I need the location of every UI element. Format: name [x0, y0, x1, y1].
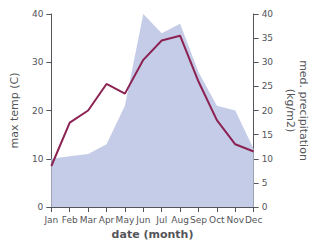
svg-text:Sep: Sep	[190, 215, 207, 225]
svg-text:25: 25	[262, 81, 273, 91]
svg-text:Dec: Dec	[245, 215, 262, 225]
svg-text:10: 10	[32, 154, 44, 164]
svg-text:30: 30	[32, 57, 44, 67]
svg-text:med. precipitation: med. precipitation	[297, 60, 310, 161]
svg-text:15: 15	[262, 130, 273, 140]
svg-text:Feb: Feb	[62, 215, 78, 225]
svg-text:max temp (C): max temp (C)	[8, 72, 21, 148]
svg-text:Jul: Jul	[155, 215, 167, 225]
svg-text:Jan: Jan	[43, 215, 58, 225]
svg-text:5: 5	[262, 178, 268, 188]
svg-text:Aug: Aug	[171, 215, 189, 225]
svg-text:Oct: Oct	[209, 215, 225, 225]
svg-text:0: 0	[262, 202, 268, 212]
svg-text:35: 35	[262, 33, 273, 43]
svg-text:May: May	[116, 215, 135, 225]
svg-text:date (month): date (month)	[112, 228, 194, 241]
svg-text:Nov: Nov	[226, 215, 244, 225]
svg-text:Apr: Apr	[99, 215, 115, 225]
svg-text:10: 10	[262, 154, 274, 164]
svg-text:Jun: Jun	[135, 215, 150, 225]
svg-text:(kg/m2): (kg/m2)	[284, 89, 297, 132]
svg-text:40: 40	[262, 9, 274, 19]
svg-text:20: 20	[32, 106, 44, 116]
svg-text:20: 20	[262, 106, 274, 116]
svg-text:Mar: Mar	[80, 215, 97, 225]
svg-text:40: 40	[32, 9, 44, 19]
svg-text:0: 0	[38, 202, 44, 212]
svg-text:30: 30	[262, 57, 274, 67]
